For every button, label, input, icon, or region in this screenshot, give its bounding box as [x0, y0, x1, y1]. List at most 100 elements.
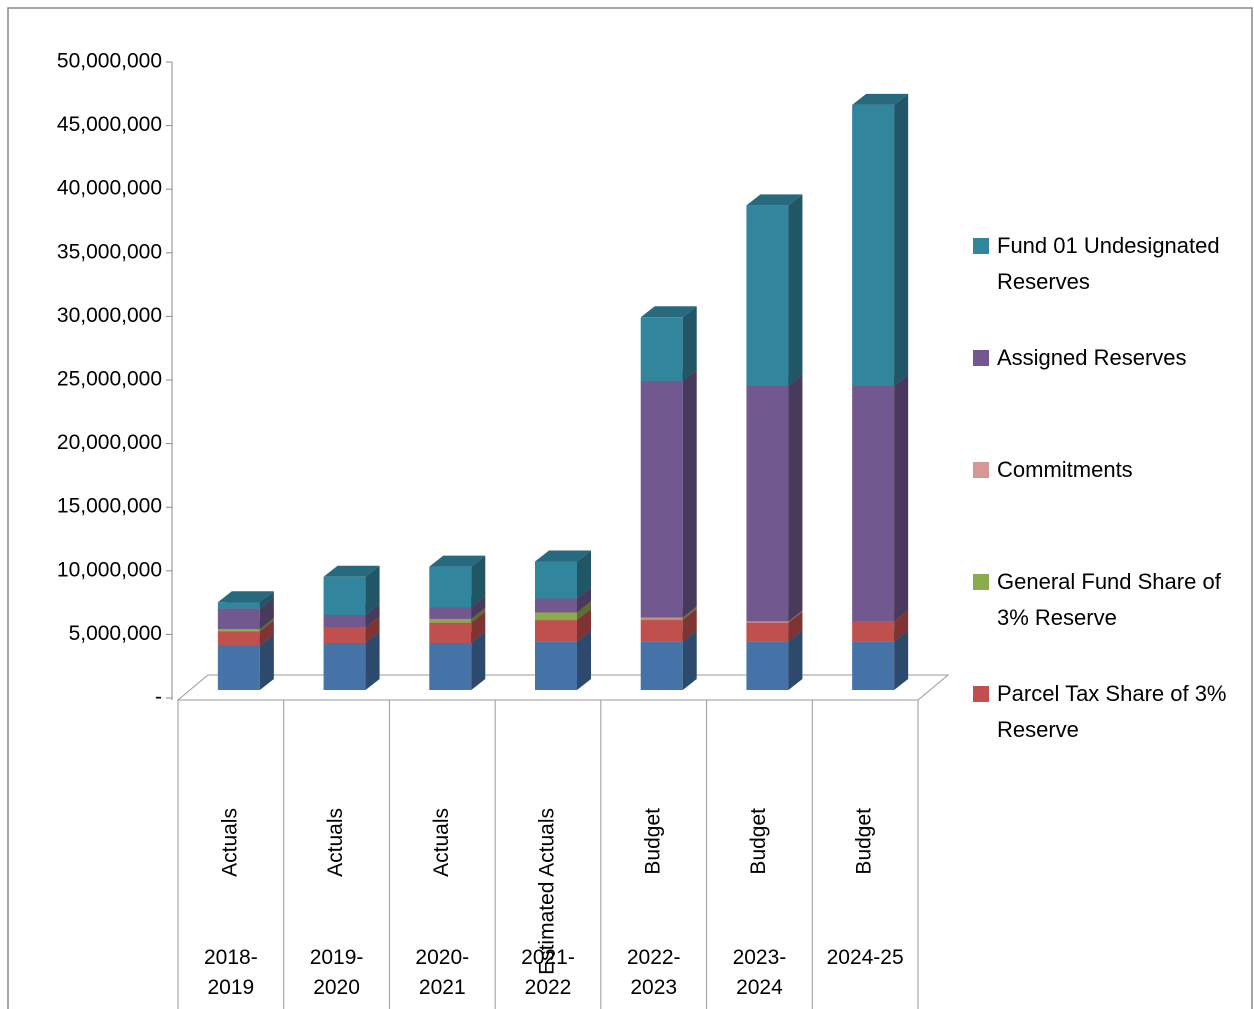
bar-side: [682, 369, 697, 618]
y-tick-label: 50,000,000: [57, 50, 162, 73]
category-year: 2018-2019: [203, 946, 258, 999]
bar-segment: [535, 598, 577, 613]
y-tick-label: 20,000,000: [57, 431, 162, 454]
bar-side: [365, 603, 380, 628]
bar-side: [788, 611, 803, 642]
bar-top: [852, 93, 909, 105]
chart-border: [7, 7, 1253, 1009]
bar-segment: [217, 631, 260, 646]
bar-segment: [217, 602, 260, 609]
bar-side: [471, 596, 486, 619]
bar-side: [788, 374, 803, 622]
category-label: Actuals: [324, 808, 347, 877]
bar-segment: [429, 622, 472, 643]
bar-segment: [535, 620, 577, 642]
legend-label: General Fund Share of 3% Reserve: [997, 569, 1221, 630]
legend-item: Assigned Reserves: [973, 340, 1243, 376]
bar-segment: [323, 576, 366, 615]
legend-swatch: [973, 574, 989, 590]
bar-side: [259, 591, 274, 609]
legend-swatch: [973, 350, 989, 366]
bar-segment: [535, 561, 577, 599]
bar-segment: [429, 607, 472, 619]
category-label: Actuals: [218, 808, 241, 877]
bar-side: [259, 634, 274, 690]
bar-side: [365, 631, 380, 690]
bar-segment: [640, 641, 683, 690]
bar-segment: [323, 642, 366, 690]
legend-item: Fund 01 Undesignated Reserves: [973, 228, 1243, 300]
bar-side: [682, 630, 697, 690]
bar-top: [429, 555, 486, 567]
bar-segment: [746, 621, 789, 623]
category-year: 2023-2024: [732, 946, 787, 999]
bar-side: [894, 374, 909, 622]
bar-segment: [640, 317, 683, 381]
legend-swatch: [973, 462, 989, 478]
bar-top: [746, 194, 803, 206]
bar-segment: [746, 641, 789, 690]
bar-side: [471, 555, 486, 608]
bar-segment: [746, 622, 789, 642]
bar-segment: [217, 608, 260, 629]
bar-segment: [746, 205, 789, 386]
bar-side: [788, 630, 803, 690]
category-label: Actuals: [430, 808, 453, 877]
bar-side: [682, 607, 697, 621]
bar-segment: [323, 627, 366, 643]
bar-segment: [852, 641, 895, 690]
bar-side: [471, 611, 486, 643]
bar-side: [259, 597, 274, 629]
y-tick-label: 25,000,000: [57, 368, 162, 391]
category-year: 2019-2020: [309, 946, 364, 999]
bar-side: [682, 306, 697, 381]
category-label: Budget: [747, 808, 770, 875]
bar-side: [894, 630, 909, 690]
bar-side: [577, 587, 591, 613]
bar-segment: [535, 612, 577, 621]
bar-side: [471, 607, 486, 623]
y-tick-label: 40,000,000: [57, 177, 162, 200]
y-tick-label: 10,000,000: [57, 558, 162, 581]
category-year: 2021-2022: [521, 946, 575, 999]
legend-swatch: [973, 686, 989, 702]
legend-label: Parcel Tax Share of 3% Reserve: [997, 681, 1227, 742]
bar-segment: [217, 645, 260, 690]
bar-top: [535, 550, 591, 562]
bar-top: [217, 591, 274, 603]
bar-side: [788, 194, 803, 386]
legend-label: Assigned Reserves: [997, 345, 1187, 370]
bar-segment: [852, 621, 895, 642]
legend-swatch: [973, 238, 989, 254]
bar-side: [577, 550, 591, 599]
bar-side: [577, 601, 591, 621]
y-tick-label: -: [155, 686, 162, 709]
category-year: 2024-25: [826, 946, 904, 969]
bar-top: [323, 565, 380, 577]
bar-side: [577, 630, 591, 690]
bar-segment: [640, 618, 683, 621]
bar-side: [682, 609, 697, 642]
bar-side: [471, 631, 486, 690]
bar-segment: [535, 641, 577, 690]
bar-side: [365, 616, 380, 643]
bar-top: [640, 306, 697, 318]
legend-item: Parcel Tax Share of 3% Reserve: [973, 676, 1243, 748]
bar-side: [365, 565, 380, 615]
bar-side: [259, 617, 274, 632]
bar-side: [894, 93, 909, 386]
y-tick-label: 45,000,000: [57, 113, 162, 136]
bar-segment: [429, 566, 472, 608]
y-tick-label: 15,000,000: [57, 495, 162, 518]
bar-segment: [640, 380, 683, 618]
category-year: 2020-2021: [415, 946, 470, 999]
legend-label: Fund 01 Undesignated Reserves: [997, 233, 1220, 294]
bar-segment: [640, 620, 683, 642]
category-label: Estimated Actuals: [536, 808, 559, 975]
bar-segment: [217, 628, 260, 632]
legend-label: Commitments: [997, 457, 1133, 482]
y-tick-label: 5,000,000: [69, 622, 162, 645]
y-tick-label: 30,000,000: [57, 304, 162, 327]
bar-side: [577, 609, 591, 642]
